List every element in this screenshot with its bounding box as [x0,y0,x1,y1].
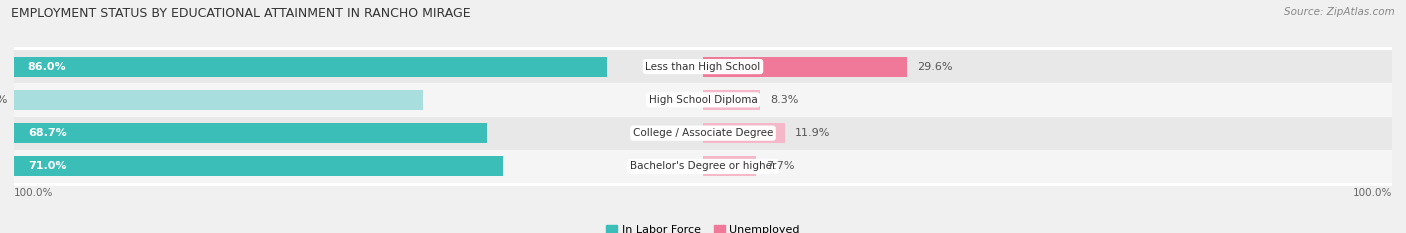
Text: 100.0%: 100.0% [1353,188,1392,198]
Text: 71.0%: 71.0% [28,161,66,171]
Bar [14,150,1392,183]
Text: 7.7%: 7.7% [766,161,794,171]
Legend: In Labor Force, Unemployed: In Labor Force, Unemployed [602,221,804,233]
Bar [703,57,907,77]
Text: High School Diploma: High School Diploma [648,95,758,105]
Text: 11.9%: 11.9% [796,128,831,138]
Text: Less than High School: Less than High School [645,62,761,72]
Bar [14,83,1392,116]
Text: 29.6%: 29.6% [917,62,953,72]
Bar [703,156,756,176]
Bar [703,123,785,143]
Text: Source: ZipAtlas.com: Source: ZipAtlas.com [1284,7,1395,17]
Bar [14,90,423,110]
Text: 8.3%: 8.3% [770,95,799,105]
Text: 100.0%: 100.0% [14,188,53,198]
Text: EMPLOYMENT STATUS BY EDUCATIONAL ATTAINMENT IN RANCHO MIRAGE: EMPLOYMENT STATUS BY EDUCATIONAL ATTAINM… [11,7,471,20]
Text: College / Associate Degree: College / Associate Degree [633,128,773,138]
Bar [14,123,488,143]
Text: 86.0%: 86.0% [28,62,66,72]
Bar [14,50,1392,83]
Text: 68.7%: 68.7% [28,128,66,138]
Text: 59.3%: 59.3% [0,95,7,105]
Bar [14,57,606,77]
Bar [703,90,761,110]
Text: Bachelor's Degree or higher: Bachelor's Degree or higher [630,161,776,171]
Bar [14,156,503,176]
Bar [14,116,1392,150]
